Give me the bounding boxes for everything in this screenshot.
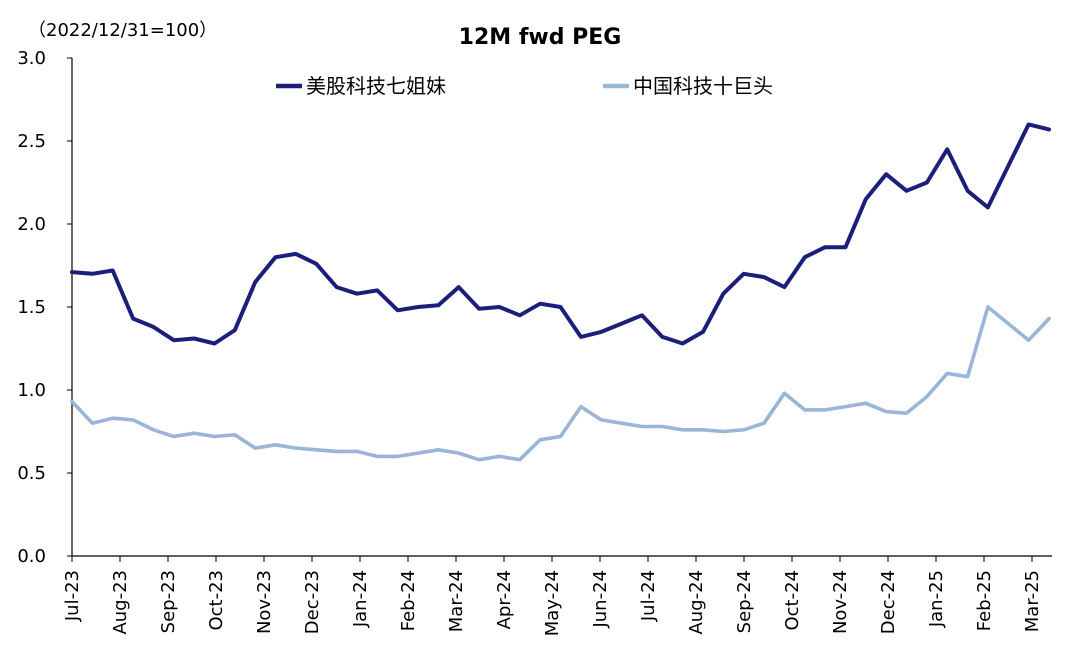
x-tick-label: May-24: [542, 570, 563, 636]
y-tick-label: 0.5: [17, 463, 46, 484]
y-tick-label: 3.0: [17, 48, 46, 69]
x-tick-label: Feb-25: [974, 570, 995, 631]
y-tick-label: 1.0: [17, 380, 46, 401]
x-tick-label: Aug-23: [110, 570, 131, 635]
series-line-2: [70, 305, 1051, 462]
x-tick-label: Nov-23: [254, 570, 275, 634]
x-tick-label: Mar-24: [446, 570, 467, 632]
x-tick-label: Oct-24: [782, 570, 803, 631]
legend-label-2: 中国科技十巨头: [633, 74, 773, 98]
x-tick-label: Jul-23: [62, 570, 83, 622]
x-tick-label: Mar-25: [1022, 570, 1043, 632]
legend-label-1: 美股科技七姐妹: [306, 74, 446, 98]
x-tick-label: Jul-24: [638, 570, 659, 622]
x-tick-label: Dec-23: [302, 570, 323, 634]
legend: 美股科技七姐妹 中国科技十巨头: [276, 74, 773, 98]
chart-note: （2022/12/31=100）: [28, 20, 217, 41]
axis-layer: 0.0 0.5 1.0 1.5 2.0 2.5 3.0 Jul-23 Aug-23 Sep-23 O…: [17, 48, 1052, 636]
series-layer: [70, 122, 1051, 462]
series-line-1: [70, 122, 1051, 346]
x-tick-label: Aug-24: [686, 570, 707, 635]
y-tick-label: 0.0: [17, 546, 46, 567]
x-tick-label: Jun-24: [590, 570, 611, 629]
x-tick-label: Sep-24: [734, 570, 755, 633]
x-tick-label: Dec-24: [878, 570, 899, 634]
chart-title: 12M fwd PEG: [459, 25, 622, 50]
x-tick-label: Jan-25: [926, 570, 947, 628]
x-tick-label: Feb-24: [398, 570, 419, 631]
x-tick-label: Sep-23: [158, 570, 179, 633]
x-tick-label: Apr-24: [494, 570, 515, 629]
x-tick-label: Nov-24: [830, 570, 851, 634]
x-tick-label: Jan-24: [350, 570, 371, 628]
y-tick-label: 2.0: [17, 214, 46, 235]
x-tick-label: Oct-23: [206, 570, 227, 631]
y-tick-label: 1.5: [17, 297, 46, 318]
y-tick-label: 2.5: [17, 131, 46, 152]
